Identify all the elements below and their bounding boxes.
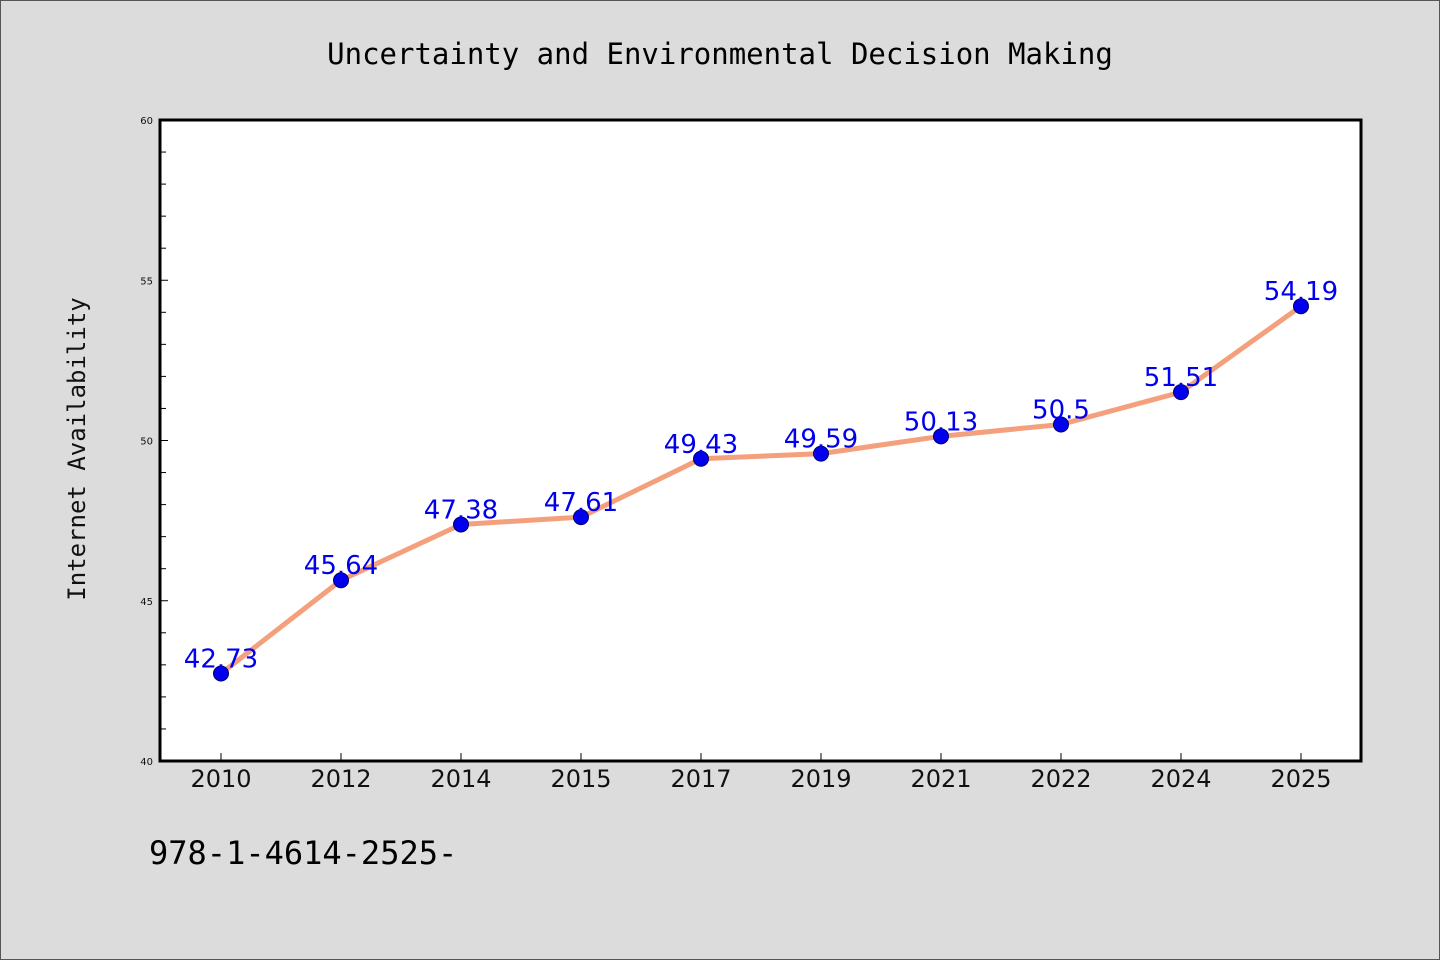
- x-tick-label: 2019: [790, 765, 851, 793]
- x-tick-label: 2021: [910, 765, 971, 793]
- data-label: 50.5: [1032, 395, 1090, 425]
- y-tick-label: 60: [140, 116, 153, 127]
- data-point: [693, 450, 709, 467]
- data-point: [933, 428, 949, 445]
- data-label: 49.43: [664, 430, 738, 460]
- data-label: 51.51: [1144, 363, 1218, 393]
- x-tick-label: 2017: [670, 765, 731, 793]
- y-tick-label: 55: [140, 276, 153, 287]
- y-axis: 40 45 50 55 60: [140, 116, 168, 768]
- plot-area: [158, 118, 1363, 763]
- y-tick-label: 45: [140, 597, 153, 608]
- series-layer: 42.73 45.64 47.38 47.61 49.43 49.59 50.13 50.5 5…: [184, 277, 1338, 682]
- data-point: [1293, 298, 1309, 315]
- data-label: 49.59: [784, 425, 858, 455]
- footnote: 978-1-4614-2525-: [149, 834, 457, 872]
- data-point: [453, 516, 469, 533]
- data-label: 47.61: [544, 488, 618, 518]
- y-tick-label: 50: [140, 437, 153, 448]
- x-tick-label: 2014: [430, 765, 491, 793]
- data-point: [213, 665, 229, 682]
- chart-title: Uncertainty and Environmental Decision M…: [327, 37, 1113, 71]
- series-line: [218, 303, 1304, 677]
- data-label: 50.13: [904, 407, 978, 437]
- data-label: 45.64: [304, 551, 378, 581]
- data-point: [1053, 416, 1069, 433]
- data-label: 42.73: [184, 645, 258, 675]
- data-label: 54.19: [1264, 277, 1338, 307]
- data-point: [333, 572, 349, 589]
- y-tick-label: 40: [140, 757, 153, 768]
- x-tick-label: 2015: [550, 765, 611, 793]
- x-tick-label: 2010: [190, 765, 251, 793]
- x-tick-label: 2025: [1270, 765, 1331, 793]
- data-point: [1173, 384, 1189, 401]
- x-tick-label: 2012: [310, 765, 371, 793]
- data-label: 47.38: [424, 495, 498, 525]
- data-point: [813, 445, 829, 462]
- y-axis-label: Internet Availability: [63, 297, 91, 600]
- x-axis: 2010 2012 2014 2015 2017 2019 2021 2022 2024 2025: [190, 753, 1332, 793]
- data-point: [573, 509, 589, 526]
- x-tick-label: 2022: [1030, 765, 1091, 793]
- x-tick-label: 2024: [1150, 765, 1211, 793]
